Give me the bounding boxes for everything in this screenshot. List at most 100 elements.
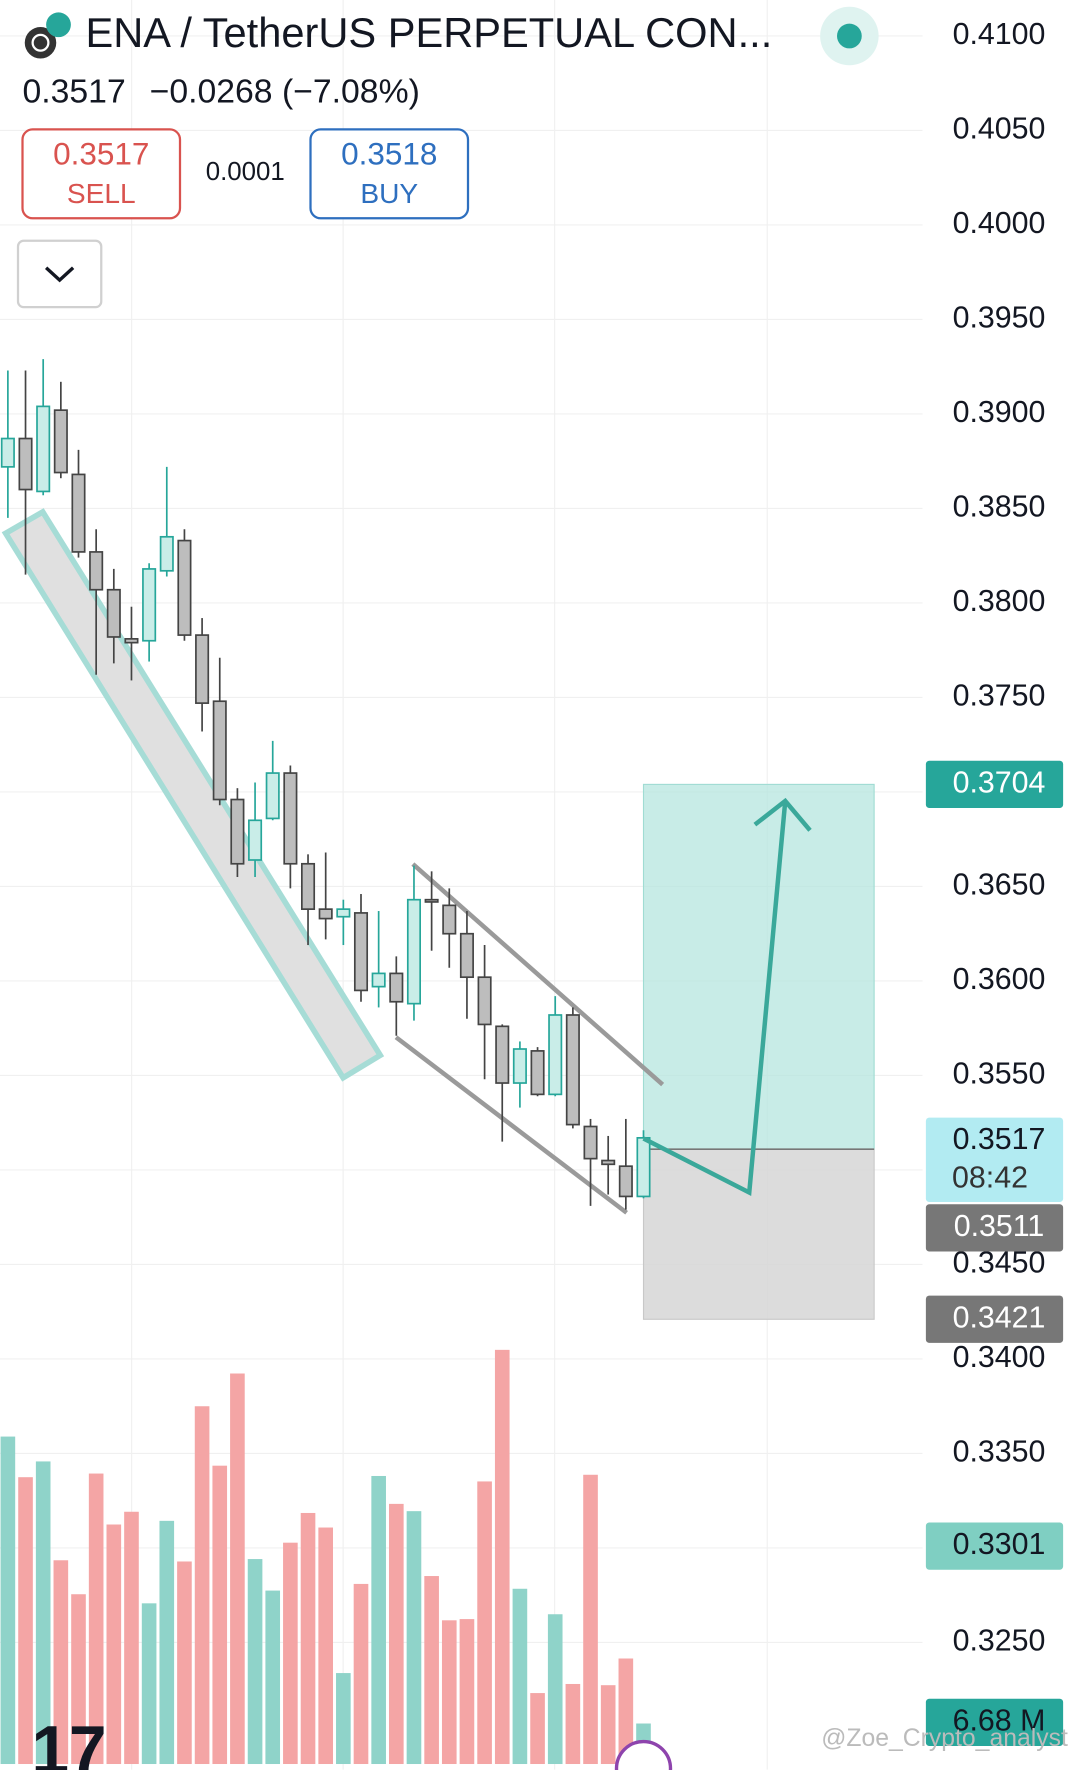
volume-bar bbox=[283, 1542, 298, 1765]
candle-body bbox=[371, 972, 386, 988]
volume-bar bbox=[565, 1683, 581, 1765]
volume-bar bbox=[389, 1503, 404, 1765]
volume-bar bbox=[618, 1658, 634, 1765]
candle-body bbox=[212, 700, 227, 801]
candle-body bbox=[230, 798, 245, 865]
volume-bar bbox=[0, 1436, 16, 1765]
candle-body bbox=[477, 976, 492, 1026]
volume-bar bbox=[194, 1406, 210, 1765]
loss-zone bbox=[642, 1148, 875, 1320]
volume-bar bbox=[265, 1590, 281, 1765]
buy-button[interactable] bbox=[309, 128, 470, 220]
volume-bar bbox=[124, 1511, 139, 1765]
y-tick-label: 0.3350 bbox=[953, 1435, 1046, 1468]
candle-body bbox=[106, 588, 121, 638]
volume-bar bbox=[141, 1603, 157, 1765]
candle-body bbox=[442, 904, 457, 935]
y-tick-label: 0.3850 bbox=[953, 490, 1046, 523]
candle-body bbox=[248, 819, 263, 861]
candle-body bbox=[265, 772, 280, 820]
volume-bar bbox=[600, 1685, 616, 1765]
y-tick-label: 0.3800 bbox=[953, 585, 1046, 618]
candle-body bbox=[142, 568, 157, 642]
volume-bar bbox=[106, 1524, 122, 1765]
volume-bar bbox=[494, 1349, 510, 1765]
candle-body bbox=[0, 437, 15, 468]
collapse-button[interactable] bbox=[16, 239, 103, 309]
candle-body bbox=[389, 972, 404, 1003]
price-tag bbox=[925, 1117, 1064, 1202]
volume-bar bbox=[424, 1576, 439, 1765]
price-change: −0.0268 (−7.08%) bbox=[150, 72, 420, 110]
candle-body bbox=[318, 908, 333, 920]
candle-body bbox=[636, 1136, 651, 1198]
candle-body bbox=[71, 473, 86, 553]
price-axis: 0.4100 0.4050 0.4000 0.3950 0.3900 0.3850 0.38… bbox=[953, 18, 1046, 1658]
volume-bar bbox=[247, 1559, 263, 1765]
y-tick-label: 0.4100 bbox=[953, 18, 1046, 51]
candle-body bbox=[424, 898, 439, 903]
candle-body bbox=[565, 1014, 580, 1126]
volume-tag bbox=[925, 1698, 1064, 1747]
channel-line bbox=[394, 1035, 628, 1215]
candle-body bbox=[459, 932, 474, 979]
price-tag bbox=[925, 1295, 1064, 1343]
volume-bar bbox=[530, 1693, 545, 1765]
buy-price: 0.3518 bbox=[341, 136, 437, 172]
coin-icon-inner bbox=[31, 33, 50, 52]
volume-bar bbox=[459, 1619, 475, 1765]
volume-bar bbox=[35, 1461, 51, 1765]
volume-bar bbox=[159, 1520, 175, 1765]
nav-button[interactable] bbox=[614, 1739, 673, 1770]
volume-bar bbox=[300, 1512, 316, 1765]
sell-button[interactable] bbox=[21, 128, 182, 220]
price-tag-label: 0.3421 bbox=[953, 1301, 1046, 1334]
y-tick-label: 0.4050 bbox=[953, 112, 1046, 145]
sell-label: SELL bbox=[67, 178, 136, 209]
candle-body bbox=[583, 1125, 598, 1160]
y-tick-label: 0.3550 bbox=[953, 1057, 1046, 1090]
y-tick-label: 0.3450 bbox=[953, 1246, 1046, 1279]
volume-bar bbox=[406, 1511, 422, 1765]
volume-bar bbox=[477, 1481, 492, 1765]
candle-body bbox=[530, 1050, 545, 1096]
candle-body bbox=[353, 912, 369, 992]
volume-bar bbox=[71, 1594, 86, 1765]
candle-body bbox=[89, 551, 104, 591]
price-tag-label: 0.3511 bbox=[954, 1210, 1045, 1243]
y-tick-label: 0.4000 bbox=[953, 207, 1046, 240]
candle-body bbox=[283, 772, 298, 865]
y-tick-label: 0.3650 bbox=[953, 868, 1046, 901]
arrow-head bbox=[753, 797, 812, 832]
y-tick-label: 0.3900 bbox=[953, 396, 1046, 429]
y-tick-label: 0.3400 bbox=[953, 1341, 1046, 1374]
price-tag bbox=[925, 1522, 1064, 1570]
candle-body bbox=[177, 539, 192, 636]
buy-label: BUY bbox=[360, 178, 418, 209]
candle-body bbox=[601, 1159, 616, 1166]
coin-icon bbox=[24, 27, 57, 59]
candle-body bbox=[124, 638, 139, 644]
candle-body bbox=[406, 898, 422, 1005]
price-tag bbox=[925, 1204, 1064, 1252]
position bbox=[642, 783, 875, 1320]
volume-bar bbox=[53, 1560, 69, 1765]
price-tags: 0.3704 0.3517 08:42 0.3511 0.3421 0.3301 6.68 … bbox=[925, 760, 1064, 1747]
y-tick-label: 0.3600 bbox=[953, 963, 1046, 996]
y-tick-label: 0.3250 bbox=[953, 1625, 1046, 1658]
candle-body bbox=[618, 1165, 633, 1198]
candle-body bbox=[512, 1048, 527, 1084]
countdown: 08:42 bbox=[952, 1161, 1028, 1194]
volume-bar bbox=[336, 1673, 351, 1765]
volume-bar bbox=[512, 1588, 528, 1765]
price-tag bbox=[925, 760, 1064, 809]
last-price: 0.3517 bbox=[23, 72, 126, 110]
candle-body bbox=[18, 437, 33, 491]
price-tag-label: 0.3704 bbox=[953, 766, 1046, 799]
volume-bar bbox=[441, 1620, 457, 1765]
candle-body bbox=[36, 405, 51, 493]
y-tick-label: 0.3950 bbox=[953, 301, 1046, 334]
volume-bar bbox=[318, 1527, 333, 1765]
chevron bbox=[44, 266, 75, 283]
